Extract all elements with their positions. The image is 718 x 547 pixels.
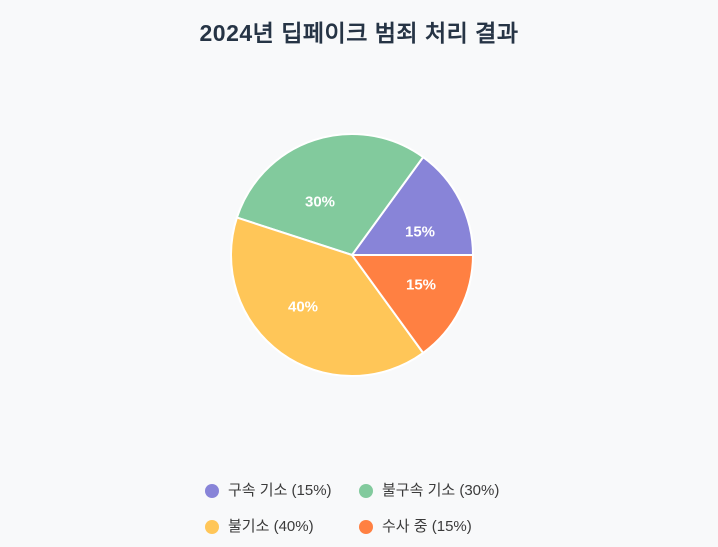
pie-slice-3 <box>230 216 425 377</box>
legend-item: 불구속 기소 (30%) <box>359 479 499 502</box>
legend-item: 수사 중 (15%) <box>359 515 499 538</box>
legend-dot-icon <box>359 483 373 498</box>
legend-item: 구속 기소 (15%) <box>205 479 359 502</box>
pie-slice-2 <box>235 133 425 256</box>
legend-dot-icon <box>205 483 219 498</box>
legend-dot-icon <box>359 519 373 534</box>
pie-slice-4 <box>351 254 474 354</box>
pie-slice-pct-label: 40% <box>288 298 318 315</box>
chart-title: 2024년 딥페이크 범죄 처리 결과 <box>199 20 519 46</box>
legend-item-label: 수사 중 (15%) <box>382 518 472 535</box>
legend-item-label: 구속 기소 (15%) <box>228 482 332 499</box>
legend-dot-icon <box>205 519 219 534</box>
pie-slice-pct-label: 30% <box>305 193 335 210</box>
legend: 구속 기소 (15%) 불구속 기소 (30%) 불기소 (40%) 수사 중 … <box>205 479 499 538</box>
pie-slice-pct-label: 15% <box>406 276 436 293</box>
legend-item: 불기소 (40%) <box>205 515 359 538</box>
pie-slice-1 <box>351 156 474 256</box>
legend-item-label: 불구속 기소 (30%) <box>382 482 500 499</box>
legend-item-label: 불기소 (40%) <box>228 518 314 535</box>
pie-slice-pct-label: 15% <box>405 223 435 240</box>
